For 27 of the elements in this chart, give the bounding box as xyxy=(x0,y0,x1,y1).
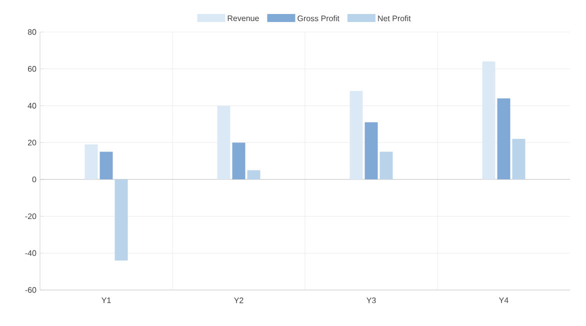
bar xyxy=(232,142,246,180)
bar xyxy=(100,152,113,180)
bar xyxy=(114,179,128,260)
x-tick-label: Y4 xyxy=(499,298,508,304)
y-tick-label: 80 xyxy=(28,29,36,35)
y-tick-label: 40 xyxy=(28,102,36,109)
bar xyxy=(84,144,98,180)
legend-label: Net Profit xyxy=(378,15,411,22)
y-tick-label: 20 xyxy=(28,140,36,146)
y-tick-label: 60 xyxy=(28,66,36,72)
bar xyxy=(247,170,260,180)
legend-label: Revenue xyxy=(228,15,259,22)
x-tick-label: Y3 xyxy=(366,298,376,304)
bar xyxy=(217,106,230,180)
y-tick-label: -20 xyxy=(25,213,36,220)
x-tick-label: Y2 xyxy=(234,298,244,304)
x-tick-label: Y1 xyxy=(102,298,111,304)
y-tick-label: -60 xyxy=(25,287,36,293)
bar xyxy=(380,152,393,180)
bar xyxy=(350,90,363,180)
y-tick-label: -40 xyxy=(25,250,36,256)
bar xyxy=(482,61,496,180)
legend-label: Gross Profit xyxy=(298,15,340,22)
y-tick-label: 0 xyxy=(32,176,36,182)
bar xyxy=(364,122,378,180)
bar xyxy=(497,98,510,180)
bar xyxy=(512,138,526,180)
